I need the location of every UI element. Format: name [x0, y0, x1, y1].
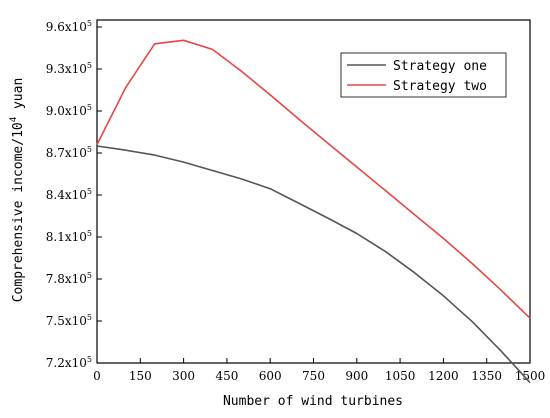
- y-tick-label-base: 8.4x10: [46, 188, 87, 202]
- x-axis-label: Number of wind turbines: [223, 394, 403, 409]
- y-tick-label-exponent: 5: [87, 355, 92, 364]
- y-tick-label-base: 7.5x10: [46, 314, 87, 328]
- x-tick-label: 1500: [515, 369, 546, 383]
- y-tick-label: 8.7x105: [46, 145, 92, 160]
- x-tick-label: 1350: [471, 369, 502, 383]
- y-tick-label-exponent: 5: [87, 271, 92, 280]
- y-tick-label: 8.4x105: [46, 187, 92, 202]
- y-axis-ticks: 7.2x1057.5x1057.8x1058.1x1058.4x1058.7x1…: [46, 19, 102, 370]
- y-tick-label-exponent: 5: [87, 145, 92, 154]
- y-tick-label-exponent: 5: [87, 187, 92, 196]
- y-tick-label-base: 8.7x10: [46, 146, 87, 160]
- y-tick-label-exponent: 5: [87, 229, 92, 238]
- y-tick-label-base: 8.1x10: [46, 230, 87, 244]
- y-tick-label-exponent: 5: [87, 313, 92, 322]
- y-tick-label: 7.2x105: [46, 355, 92, 370]
- legend-box: [340, 52, 507, 98]
- x-tick-label: 300: [172, 369, 195, 383]
- y-tick-label-base: 9.6x10: [46, 20, 87, 34]
- x-tick-label: 900: [345, 369, 368, 383]
- y-tick-label-base: 9.0x10: [46, 104, 87, 118]
- y-axis-label-exponent: 4: [9, 117, 19, 122]
- x-tick-label: 0: [93, 369, 101, 383]
- x-tick-label: 600: [259, 369, 282, 383]
- y-tick-label-exponent: 5: [87, 19, 92, 28]
- y-axis-label: Comprehensive income/104 yuan: [9, 78, 26, 303]
- x-tick-label: 1200: [428, 369, 459, 383]
- y-axis-label-suffix: yuan: [11, 78, 26, 117]
- y-axis-label-main: Comprehensive income/10: [11, 122, 26, 302]
- y-tick-label-base: 7.2x10: [46, 356, 87, 370]
- x-axis-ticks: 0 150 300 450 600 750 900 1050 1200 1350 1500: [93, 358, 545, 383]
- y-tick-label-base: 9.3x10: [46, 62, 87, 76]
- legend: Strategy one Strategy two: [340, 52, 507, 98]
- y-tick-label-exponent: 5: [87, 61, 92, 70]
- series-layer: [96, 39, 531, 384]
- y-tick-label: 9.3x105: [46, 61, 92, 76]
- y-tick-label: 8.1x105: [46, 229, 92, 244]
- x-tick-label: 750: [302, 369, 325, 383]
- legend-label-strategy-two: Strategy two: [393, 79, 487, 94]
- series-line-strategy-two: [96, 39, 531, 319]
- y-tick-label: 9.0x105: [46, 103, 92, 118]
- series-line-strategy-one: [96, 145, 531, 384]
- legend-label-strategy-one: Strategy one: [393, 59, 487, 74]
- y-tick-label-exponent: 5: [87, 103, 92, 112]
- x-tick-label: 450: [215, 369, 238, 383]
- y-tick-label: 7.8x105: [46, 271, 92, 286]
- y-tick-label: 7.5x105: [46, 313, 92, 328]
- x-tick-label: 1050: [385, 369, 416, 383]
- y-tick-label: 9.6x105: [46, 19, 92, 34]
- x-tick-label: 150: [129, 369, 152, 383]
- y-tick-label-base: 7.8x10: [46, 272, 87, 286]
